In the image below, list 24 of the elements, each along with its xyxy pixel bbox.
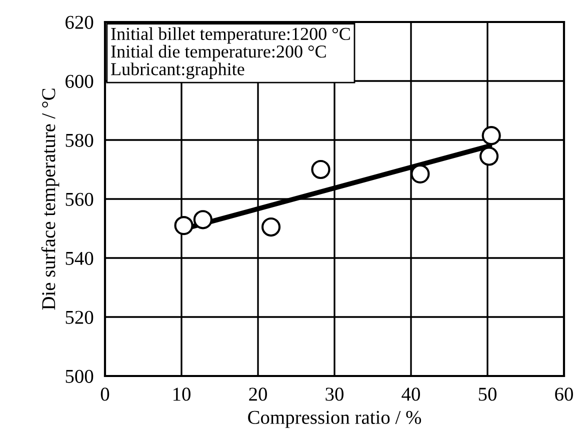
point — [311, 160, 330, 180]
point — [261, 217, 281, 237]
x-tick-label: 10 — [173, 388, 190, 401]
y-tick-label: 500 — [66, 370, 94, 383]
y-tick-label: 600 — [66, 74, 94, 88]
x-tick-label: 60 — [555, 388, 573, 401]
y-tick-label: 540 — [66, 252, 94, 265]
y-tick-label: 580 — [66, 134, 94, 147]
x-tick-label: 30 — [326, 388, 344, 401]
point — [482, 126, 501, 146]
point — [410, 164, 430, 184]
y-tick-label: 620 — [66, 16, 94, 29]
y-tick-label: 560 — [66, 192, 94, 206]
annotation: Initial billet temperature:1200 °C Initial die temperature:200 °C Lubricant:graphite — [111, 27, 350, 79]
y-tick-label: 520 — [66, 310, 94, 324]
point — [193, 210, 212, 230]
x-tick-label: 0 — [100, 388, 110, 401]
point — [174, 216, 194, 236]
x-tick-label: 50 — [478, 388, 496, 401]
x-axis-title: Compression ratio / % — [248, 410, 422, 428]
x-tick-label: 20 — [249, 388, 267, 401]
y-axis-title: Die surface temperature / °C — [41, 88, 60, 310]
point — [479, 146, 499, 166]
x-tick-label: 40 — [402, 388, 420, 401]
